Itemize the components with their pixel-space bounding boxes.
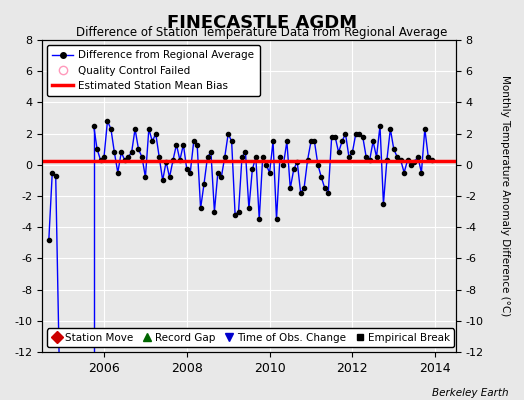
Text: FINECASTLE AGDM: FINECASTLE AGDM [167, 14, 357, 32]
Text: Berkeley Earth: Berkeley Earth [432, 388, 508, 398]
Y-axis label: Monthly Temperature Anomaly Difference (°C): Monthly Temperature Anomaly Difference (… [500, 75, 510, 317]
Legend: Station Move, Record Gap, Time of Obs. Change, Empirical Break: Station Move, Record Gap, Time of Obs. C… [47, 328, 454, 347]
Text: Difference of Station Temperature Data from Regional Average: Difference of Station Temperature Data f… [77, 26, 447, 39]
